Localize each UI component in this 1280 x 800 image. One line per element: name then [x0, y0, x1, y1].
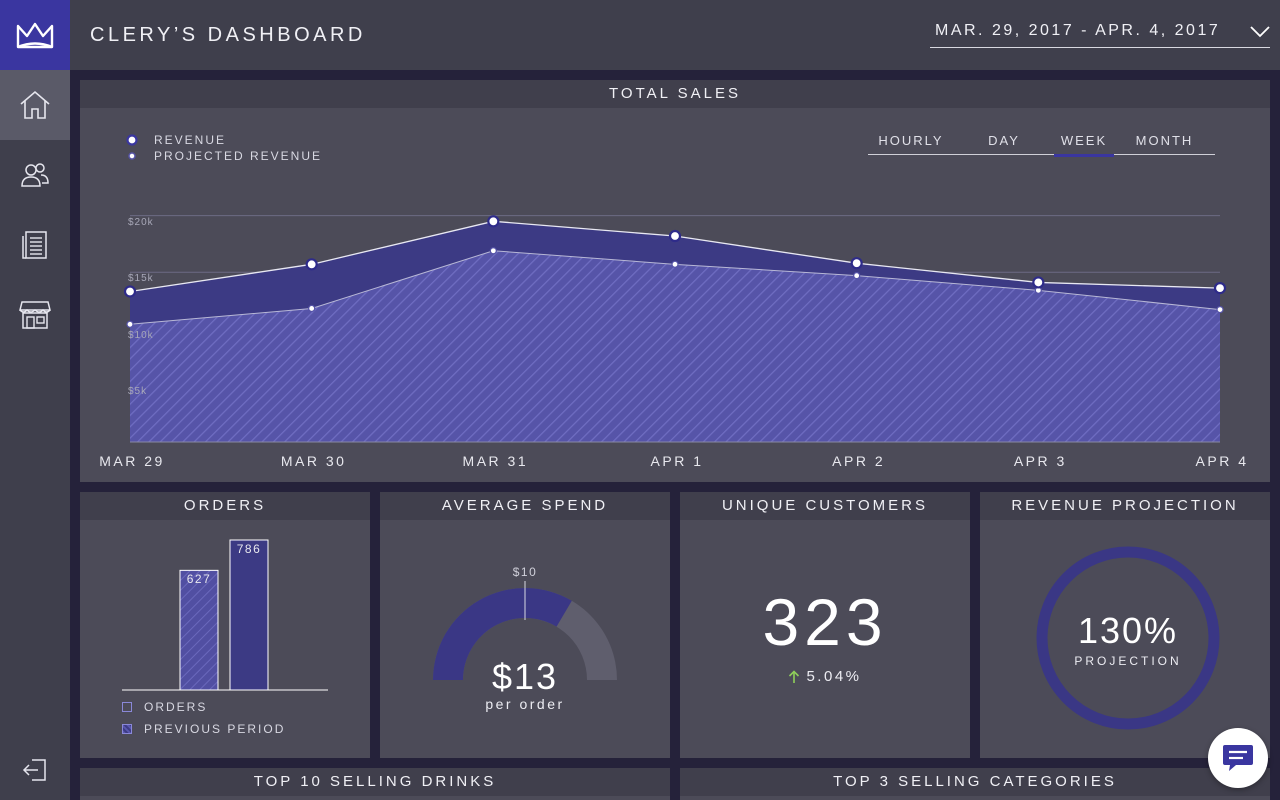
x-axis-label: APR 4: [1195, 453, 1249, 469]
revenue-point: [487, 215, 500, 228]
tab-week[interactable]: WEEK: [1054, 131, 1114, 157]
unique-customers-card: UNIQUE CUSTOMERS 323 5.04%: [680, 492, 970, 758]
projected-revenue-point: [671, 260, 679, 268]
orders-legend-previous: PREVIOUS PERIOD: [122, 722, 285, 736]
revenue-projection-card: REVENUE PROJECTION 130% PROJECTION: [980, 492, 1270, 758]
unique-customers-value: 323: [762, 585, 888, 659]
projected-revenue-area: [130, 250, 1220, 442]
sidebar-item-reports[interactable]: [0, 210, 70, 280]
previous-period-legend-label: PREVIOUS PERIOD: [144, 722, 286, 736]
x-axis-label: APR 1: [650, 453, 704, 469]
average-spend-target-label: $10: [512, 565, 538, 579]
arrow-up-icon: [789, 669, 800, 683]
projected-revenue-point: [1216, 305, 1224, 314]
date-range-picker[interactable]: MAR. 29, 2017 - APR. 4, 2017: [930, 0, 1270, 48]
orders-legend-orders: ORDERS: [122, 700, 207, 714]
crown-logo-icon: [16, 22, 54, 49]
storefront-icon: [19, 301, 51, 329]
logout-icon: [22, 759, 46, 781]
top-categories-panel: TOP 3 SELLING CATEGORIES: [680, 768, 1270, 800]
tab-day-label: DAY: [988, 133, 1020, 148]
logout-button[interactable]: [0, 735, 70, 800]
legend-projected: PROJECTED REVENUE: [126, 149, 322, 163]
unique-customers-change-value: 5.04%: [806, 668, 862, 685]
home-icon: [20, 90, 50, 119]
average-spend-value: $13: [491, 656, 559, 697]
tab-hourly[interactable]: HOURLY: [868, 131, 954, 155]
logo-tile[interactable]: [0, 0, 70, 70]
legend-revenue-label: REVENUE: [154, 133, 227, 147]
top-drinks-title: TOP 10 SELLING DRINKS: [80, 768, 670, 796]
total-sales-panel: TOTAL SALES REVENUE PROJECTED REVENUE HO…: [80, 80, 1270, 482]
chevron-down-icon: [1250, 26, 1270, 38]
projected-revenue-point: [853, 272, 861, 280]
orders-legend-label: ORDERS: [144, 700, 208, 714]
total-sales-chart: [123, 215, 1227, 443]
sidebar: [0, 0, 70, 800]
previous-period-bar: [179, 569, 219, 691]
unique-customers-title: UNIQUE CUSTOMERS: [680, 492, 970, 520]
previous-period-swatch: [122, 724, 132, 734]
revenue-point: [1032, 276, 1045, 289]
revenue-projection-value: 130%: [1077, 610, 1179, 651]
tab-month[interactable]: MONTH: [1114, 131, 1215, 155]
header: CLERY’S DASHBOARD MAR. 29, 2017 - APR. 4…: [70, 0, 1280, 70]
projected-revenue-point: [489, 247, 497, 255]
top-categories-title: TOP 3 SELLING CATEGORIES: [680, 768, 1270, 796]
average-spend-sub: per order: [485, 696, 565, 712]
total-sales-title: TOTAL SALES: [80, 80, 1270, 108]
sidebar-item-customers[interactable]: [0, 140, 70, 210]
x-axis-label: MAR 29: [99, 453, 165, 469]
revenue-point: [123, 285, 137, 298]
page-title: CLERY’S DASHBOARD: [90, 24, 366, 46]
sidebar-item-store[interactable]: [0, 280, 70, 350]
orders-card: ORDERS 627 786 ORDERS PREVIOUS PERIOD: [80, 492, 370, 758]
projected-revenue-point: [126, 320, 134, 328]
previous-period-bar-label: 627: [186, 572, 212, 587]
tab-week-label: WEEK: [1060, 133, 1108, 148]
y-tick-label: $10k: [128, 329, 154, 341]
revenue-point: [1213, 281, 1227, 295]
gauge-fill: [433, 588, 572, 680]
orders-bar-label: 786: [236, 542, 262, 556]
tab-hourly-label: HOURLY: [878, 133, 944, 148]
x-axis-label: APR 3: [1013, 453, 1067, 469]
average-spend-gauge: [433, 581, 617, 680]
y-tick-label: $5k: [128, 386, 148, 398]
projected-marker-icon: [128, 152, 136, 160]
unique-customers-change: 5.04%: [680, 668, 970, 685]
x-axis-label: MAR 30: [280, 453, 347, 469]
users-icon: [21, 163, 49, 187]
top-drinks-panel: TOP 10 SELLING DRINKS: [80, 768, 670, 800]
legend-projected-label: PROJECTED REVENUE: [154, 149, 323, 163]
revenue-marker-icon: [126, 134, 138, 146]
document-list-icon: [22, 231, 47, 259]
tab-day[interactable]: DAY: [954, 131, 1054, 155]
orders-bar: [229, 539, 269, 691]
revenue-point: [305, 258, 318, 271]
x-axis-label: MAR 31: [462, 453, 529, 469]
revenue-point: [668, 229, 682, 243]
chat-bubble-icon: [1223, 745, 1253, 771]
y-tick-label: $20k: [128, 216, 154, 228]
period-tabs: HOURLY DAY WEEK MONTH: [868, 131, 1215, 157]
revenue-projection-ring: [1036, 546, 1220, 730]
average-spend-title: AVERAGE SPEND: [380, 492, 670, 520]
sidebar-item-home[interactable]: [0, 70, 70, 140]
chat-button[interactable]: [1208, 728, 1268, 788]
revenue-projection-title: REVENUE PROJECTION: [980, 492, 1270, 520]
projected-revenue-point: [308, 304, 316, 313]
revenue-projection-label: PROJECTION: [1074, 654, 1182, 668]
date-range-text: MAR. 29, 2017 - APR. 4, 2017: [935, 22, 1221, 39]
y-tick-label: $15k: [128, 273, 154, 285]
x-axis-label: APR 2: [832, 453, 886, 469]
orders-swatch: [122, 702, 132, 712]
legend-revenue: REVENUE: [126, 133, 226, 147]
tab-month-label: MONTH: [1135, 133, 1194, 148]
average-spend-card: AVERAGE SPEND $10 $13 per order: [380, 492, 670, 758]
revenue-point: [850, 257, 863, 270]
orders-title: ORDERS: [80, 492, 370, 520]
orders-bar-chart: [122, 539, 328, 691]
